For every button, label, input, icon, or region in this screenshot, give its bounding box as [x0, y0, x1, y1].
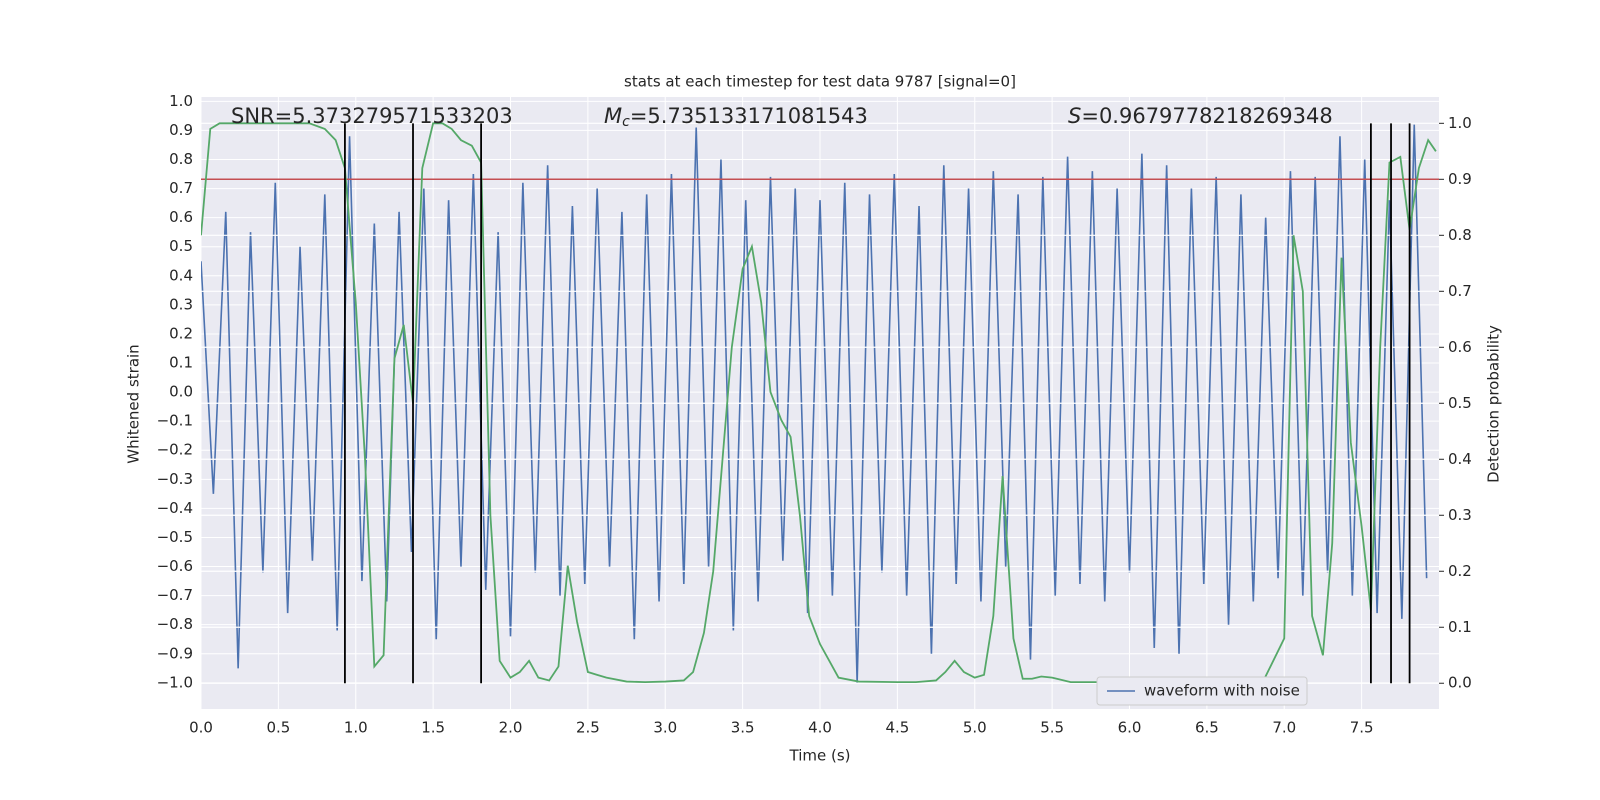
y-tick-label: 1.0 [169, 92, 193, 110]
annotation-subscript: c [622, 114, 630, 130]
y-tick-label: 0.9 [169, 121, 193, 139]
x-tick-label: 1.0 [344, 719, 368, 737]
y-tick-label: 0.7 [169, 179, 193, 197]
y2-tick-label: 0.3 [1448, 506, 1472, 524]
y-tick-label: −0.9 [157, 644, 193, 662]
y-tick-label: −0.4 [157, 499, 193, 517]
y2-tick-label: 0.2 [1448, 562, 1472, 580]
x-tick-label: 4.0 [808, 719, 832, 737]
y-tick-label: 0.2 [169, 324, 193, 342]
y-tick-label: −0.2 [157, 441, 193, 459]
y2-tick-label: 0.7 [1448, 282, 1472, 300]
y-axis-label: Whitened strain [125, 344, 143, 463]
y2-tick-label: 0.1 [1448, 618, 1472, 636]
y2-tick-label: 1.0 [1448, 114, 1472, 132]
y2-tick-label: 0.5 [1448, 394, 1472, 412]
y-tick-label: −0.1 [157, 412, 193, 430]
x-axis-label: Time (s) [789, 747, 851, 765]
x-tick-label: 5.0 [963, 719, 987, 737]
plot-layer [201, 122, 1439, 684]
x-tick-label: 2.0 [499, 719, 523, 737]
x-tick-label: 2.5 [576, 719, 600, 737]
series-line [201, 122, 1437, 684]
annotation: SNR=5.373279571533203 [231, 104, 513, 128]
y-tick-label: −0.8 [157, 615, 193, 633]
x-tick-label: 4.5 [885, 719, 909, 737]
y-tick-label: −0.5 [157, 528, 193, 546]
legend-box [1096, 676, 1308, 706]
x-tick-label: 1.5 [421, 719, 445, 737]
annotation: Mc=5.735133171081543 [604, 104, 868, 130]
y2-tick-label: 0.0 [1448, 674, 1472, 692]
series-line [201, 124, 1428, 683]
annotation-text: =5.735133171081543 [630, 104, 868, 128]
annotation-text: =0.9679778218269348 [1081, 104, 1332, 128]
y-tick-label: −1.0 [157, 673, 193, 691]
x-tick-label: 7.0 [1272, 719, 1296, 737]
y-tick-label: −0.3 [157, 470, 193, 488]
x-tick-label: 3.0 [653, 719, 677, 737]
y-tick-label: 0.1 [169, 354, 193, 372]
x-tick-label: 7.5 [1350, 719, 1374, 737]
y2-tick-label: 0.4 [1448, 450, 1472, 468]
y2-tick-label: 0.8 [1448, 226, 1472, 244]
y2-axis-label: Detection probability [1485, 325, 1503, 483]
y-tick-label: −0.7 [157, 586, 193, 604]
annotation: S=0.9679778218269348 [1068, 104, 1333, 128]
annotation-text: SNR=5.373279571533203 [231, 104, 513, 128]
y-tick-label: 0.5 [169, 237, 193, 255]
x-tick-label: 3.5 [731, 719, 755, 737]
x-tick-label: 0.5 [266, 719, 290, 737]
y-tick-label: 0.0 [169, 383, 193, 401]
y2-tick-label: 0.9 [1448, 170, 1472, 188]
y-tick-label: 0.4 [169, 266, 193, 284]
y-tick-label: −0.6 [157, 557, 193, 575]
y-tick-label: 0.6 [169, 208, 193, 226]
annotation-symbol: M [604, 104, 622, 128]
chart-title: stats at each timestep for test data 978… [624, 73, 1016, 91]
y2-tick-label: 0.6 [1448, 338, 1472, 356]
x-tick-label: 0.0 [189, 719, 213, 737]
x-tick-label: 5.5 [1040, 719, 1064, 737]
legend-label: waveform with noise [1144, 682, 1300, 700]
annotation-symbol: S [1068, 104, 1081, 128]
x-tick-label: 6.5 [1195, 719, 1219, 737]
x-tick-label: 6.0 [1118, 719, 1142, 737]
y-tick-label: 0.3 [169, 295, 193, 313]
y-tick-label: 0.8 [169, 150, 193, 168]
